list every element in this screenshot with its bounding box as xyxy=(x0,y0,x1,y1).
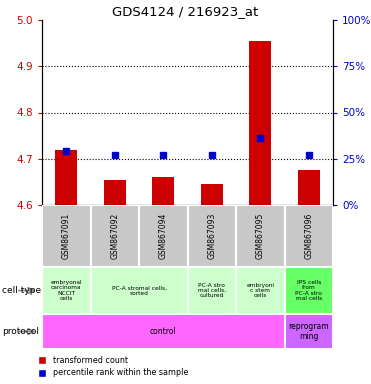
Bar xyxy=(187,267,236,314)
Text: GSM867092: GSM867092 xyxy=(110,213,119,259)
Bar xyxy=(249,41,271,205)
Legend: transformed count, percentile rank within the sample: transformed count, percentile rank withi… xyxy=(31,353,191,381)
Text: GSM867094: GSM867094 xyxy=(159,213,168,259)
Bar xyxy=(91,267,187,314)
Bar xyxy=(298,170,320,205)
Text: reprogram
ming: reprogram ming xyxy=(288,322,329,341)
Text: GSM867093: GSM867093 xyxy=(207,213,216,259)
Text: protocol: protocol xyxy=(2,327,39,336)
Bar xyxy=(187,205,236,267)
Bar xyxy=(139,205,187,267)
Text: GDS4124 / 216923_at: GDS4124 / 216923_at xyxy=(112,5,259,18)
Bar xyxy=(285,267,333,314)
Text: control: control xyxy=(150,327,177,336)
Text: GSM867091: GSM867091 xyxy=(62,213,71,259)
Bar xyxy=(152,177,174,205)
Text: GSM867095: GSM867095 xyxy=(256,213,265,259)
Text: GSM867096: GSM867096 xyxy=(304,213,313,259)
Text: embryonal
carcinoma
NCCIT
cells: embryonal carcinoma NCCIT cells xyxy=(50,280,82,301)
Text: PC-A stro
mal cells,
cultured: PC-A stro mal cells, cultured xyxy=(198,283,226,298)
Bar xyxy=(55,149,77,205)
Text: cell type: cell type xyxy=(2,286,41,295)
Text: PC-A stromal cells,
sorted: PC-A stromal cells, sorted xyxy=(112,285,167,296)
Text: IPS cells
from
PC-A stro
mal cells: IPS cells from PC-A stro mal cells xyxy=(295,280,322,301)
Bar xyxy=(285,205,333,267)
Bar xyxy=(42,314,285,349)
Bar xyxy=(42,205,91,267)
Bar xyxy=(91,205,139,267)
Text: embryoni
c stem
cells: embryoni c stem cells xyxy=(246,283,274,298)
Bar xyxy=(201,184,223,205)
Bar xyxy=(42,267,91,314)
Bar xyxy=(285,314,333,349)
Bar xyxy=(236,267,285,314)
Bar xyxy=(104,180,126,205)
Bar xyxy=(236,205,285,267)
